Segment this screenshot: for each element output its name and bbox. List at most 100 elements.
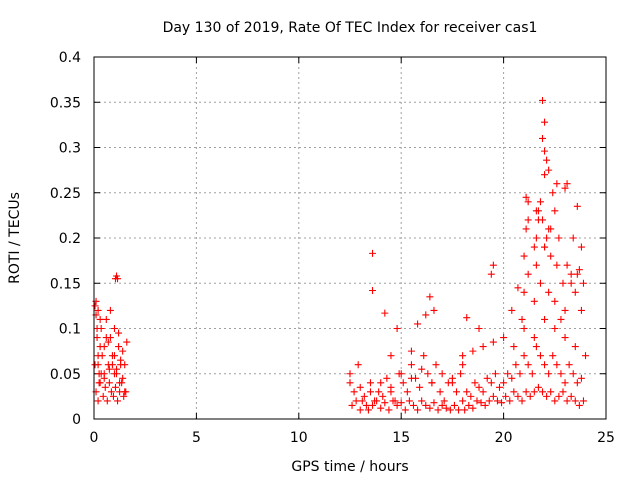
data-point xyxy=(541,118,549,126)
data-point xyxy=(373,397,381,405)
data-point xyxy=(119,374,127,382)
data-point xyxy=(489,338,497,346)
data-point xyxy=(354,361,362,369)
data-point xyxy=(510,388,518,396)
data-point xyxy=(541,243,549,251)
data-point xyxy=(557,315,565,323)
data-point xyxy=(94,352,102,360)
data-point xyxy=(471,379,479,387)
data-point xyxy=(450,401,458,409)
data-point xyxy=(407,361,415,369)
data-point xyxy=(120,392,128,400)
data-point xyxy=(369,286,377,294)
data-point xyxy=(104,361,112,369)
data-point xyxy=(397,399,405,407)
data-point xyxy=(99,392,107,400)
data-point xyxy=(575,266,583,274)
data-point xyxy=(483,374,491,382)
data-point xyxy=(577,306,585,314)
data-point xyxy=(403,388,411,396)
data-point xyxy=(520,288,528,296)
data-point xyxy=(582,352,590,360)
data-point xyxy=(407,347,415,355)
data-point xyxy=(524,361,532,369)
data-point xyxy=(459,352,467,360)
data-point xyxy=(102,315,110,323)
x-tick-label: 15 xyxy=(392,430,410,446)
y-tick-label: 0.35 xyxy=(50,95,81,111)
data-point xyxy=(115,329,123,337)
data-point xyxy=(350,388,358,396)
data-point xyxy=(114,275,122,283)
data-point xyxy=(522,388,530,396)
data-point xyxy=(115,343,123,351)
data-point xyxy=(491,370,499,378)
data-point xyxy=(561,379,569,387)
data-point xyxy=(579,397,587,405)
y-tick-label: 0 xyxy=(72,412,81,428)
data-point xyxy=(563,397,571,405)
data-point xyxy=(108,352,116,360)
data-point xyxy=(561,184,569,192)
data-point xyxy=(93,334,101,342)
data-point xyxy=(561,306,569,314)
data-point xyxy=(530,297,538,305)
data-point xyxy=(506,397,514,405)
data-point xyxy=(96,315,104,323)
data-point xyxy=(101,383,109,391)
data-point xyxy=(422,311,430,319)
data-point xyxy=(532,343,540,351)
data-point xyxy=(473,397,481,405)
data-point xyxy=(459,397,467,405)
data-point xyxy=(401,406,409,414)
data-point xyxy=(573,270,581,278)
data-point xyxy=(116,379,124,387)
data-point xyxy=(383,374,391,382)
data-point xyxy=(485,397,493,405)
data-point xyxy=(487,379,495,387)
data-point xyxy=(489,392,497,400)
data-point xyxy=(95,370,103,378)
data-point xyxy=(559,388,567,396)
data-point xyxy=(530,243,538,251)
x-tick-label: 5 xyxy=(192,430,201,446)
data-point xyxy=(91,361,99,369)
data-point xyxy=(459,361,467,369)
data-point xyxy=(457,370,465,378)
data-point xyxy=(555,392,563,400)
data-point xyxy=(442,404,450,412)
data-point xyxy=(487,270,495,278)
data-point xyxy=(477,399,485,407)
data-point xyxy=(539,96,547,104)
data-point xyxy=(500,334,508,342)
data-point xyxy=(110,370,118,378)
data-point xyxy=(530,388,538,396)
data-point xyxy=(117,356,125,364)
data-point xyxy=(549,352,557,360)
data-point xyxy=(547,252,555,260)
data-point xyxy=(545,166,553,174)
data-point xyxy=(543,392,551,400)
data-point xyxy=(571,343,579,351)
y-tick-label: 0.2 xyxy=(59,231,81,247)
data-point xyxy=(94,306,102,314)
data-point xyxy=(543,234,551,242)
data-point xyxy=(496,383,504,391)
data-point xyxy=(518,315,526,323)
data-point xyxy=(369,401,377,409)
data-point xyxy=(508,306,516,314)
data-point xyxy=(381,399,389,407)
data-point xyxy=(418,365,426,373)
data-point xyxy=(522,225,530,233)
data-point xyxy=(377,379,385,387)
data-point xyxy=(422,401,430,409)
data-point xyxy=(514,284,522,292)
y-axis-label: ROTI / TECUs xyxy=(7,192,23,284)
data-point xyxy=(387,383,395,391)
data-point xyxy=(541,171,549,179)
data-point xyxy=(416,383,424,391)
x-tick-label: 25 xyxy=(597,430,615,446)
data-point xyxy=(547,225,555,233)
data-point xyxy=(565,361,573,369)
